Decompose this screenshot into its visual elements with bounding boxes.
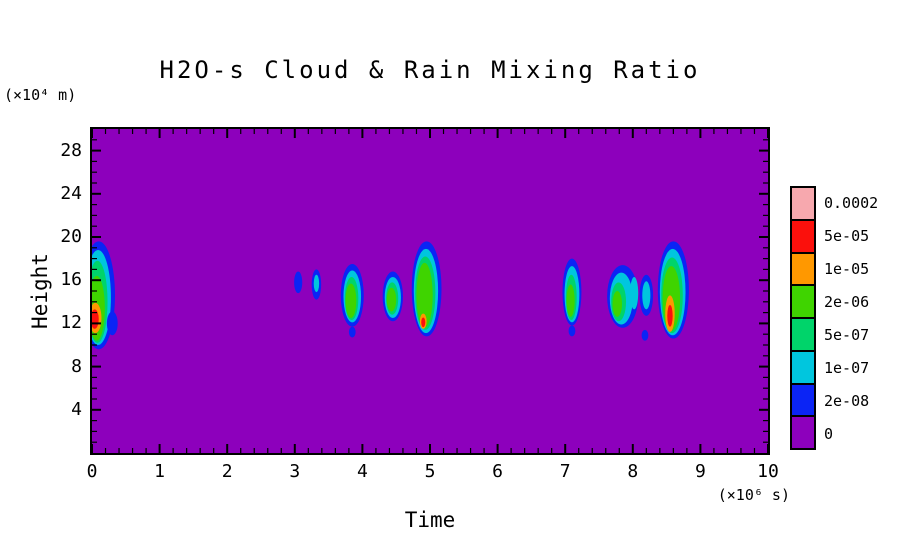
x-tick-label: 8 (627, 461, 639, 482)
colorbar-tick-label: 1e-07 (824, 358, 870, 377)
x-tick-label: 4 (356, 461, 368, 482)
colorbar-swatch-5e-05 (792, 220, 814, 254)
cloud-t8.2-1e-07 (642, 281, 651, 310)
cloud-t4.45-2e-06 (386, 287, 397, 312)
x-tick-label: 0 (86, 461, 98, 482)
heatmap-canvas (92, 129, 768, 453)
x-tick-labels: 0 1 2 3 4 5 6 7 8 9 10 (87, 461, 779, 483)
colorbar-labels: 0.0002 5e-05 1e-05 2e-06 5e-07 1e-07 2e-08 0 (824, 186, 900, 450)
colorbar-tick-label: 2e-08 (824, 391, 870, 410)
colorbar-swatch-2e-06 (792, 286, 814, 319)
x-tick-label: 7 (559, 461, 571, 482)
plot-area (90, 127, 770, 455)
y-tick-label: 28 (60, 139, 82, 161)
y-tick-label: 4 (71, 398, 82, 420)
colorbar-tick-label: 0 (824, 424, 834, 443)
cloud-t3.3-1e-07 (313, 274, 320, 293)
colorbar-tick-label: 1e-05 (824, 259, 870, 278)
x-tick-label: 3 (289, 461, 301, 482)
cloud-t7.85-2e-06 (612, 291, 622, 317)
cloud-t7.1-2e-06 (566, 284, 575, 317)
y-tick-label: 16 (60, 269, 82, 291)
cloud-t7.1-2e-08 (568, 325, 576, 337)
cloud-t3.85-2e-08 (348, 326, 356, 338)
y-tick-label: 24 (60, 182, 82, 204)
cloud-t4.95-5e-05 (421, 317, 426, 328)
cloud-t4.95-2e-06 (416, 262, 433, 328)
x-axis-unit-label: (×10⁶ s) (717, 486, 790, 504)
y-axis-unit-label: (×10⁴ m) (4, 86, 77, 104)
x-tick-label: 5 (424, 461, 436, 482)
colorbar (790, 186, 816, 450)
chart-title: H2O-s Cloud & Rain Mixing Ratio (159, 56, 701, 84)
colorbar-swatch-2e-08 (792, 384, 814, 418)
cloud-t8.2-2e-08 (641, 329, 649, 341)
colorbar-swatch-5e-07 (792, 319, 814, 352)
y-tick-label: 8 (71, 355, 82, 377)
y-tick-label: 12 (60, 312, 82, 334)
cloud-t7.85-1e-07 (630, 276, 639, 310)
y-tick-labels: 4 8 12 16 20 24 28 (36, 129, 82, 453)
colorbar-tick-label: 5e-07 (824, 325, 870, 344)
cloud-t3.85-2e-06 (345, 283, 357, 318)
colorbar-swatch-0.0002 (792, 188, 814, 221)
colorbar-swatch-1e-05 (792, 253, 814, 287)
cloud-t0.1-2e-08 (106, 311, 118, 336)
x-axis-label: Time (404, 508, 456, 532)
x-tick-label: 1 (154, 461, 166, 482)
x-tick-label: 2 (221, 461, 233, 482)
colorbar-tick-label: 2e-06 (824, 292, 870, 311)
cloud-t8.6-5e-05 (667, 305, 673, 327)
x-tick-label: 10 (757, 461, 779, 482)
colorbar-swatch-1e-07 (792, 351, 814, 385)
colorbar-tick-label: 0.0002 (824, 193, 879, 212)
colorbar-tick-label: 5e-05 (824, 226, 870, 245)
y-tick-label: 20 (60, 226, 82, 247)
colorbar-swatch-0 (792, 417, 814, 448)
x-tick-label: 6 (492, 461, 504, 482)
x-tick-label: 9 (694, 461, 706, 482)
cloud-t3.05-2e-08 (294, 271, 303, 294)
